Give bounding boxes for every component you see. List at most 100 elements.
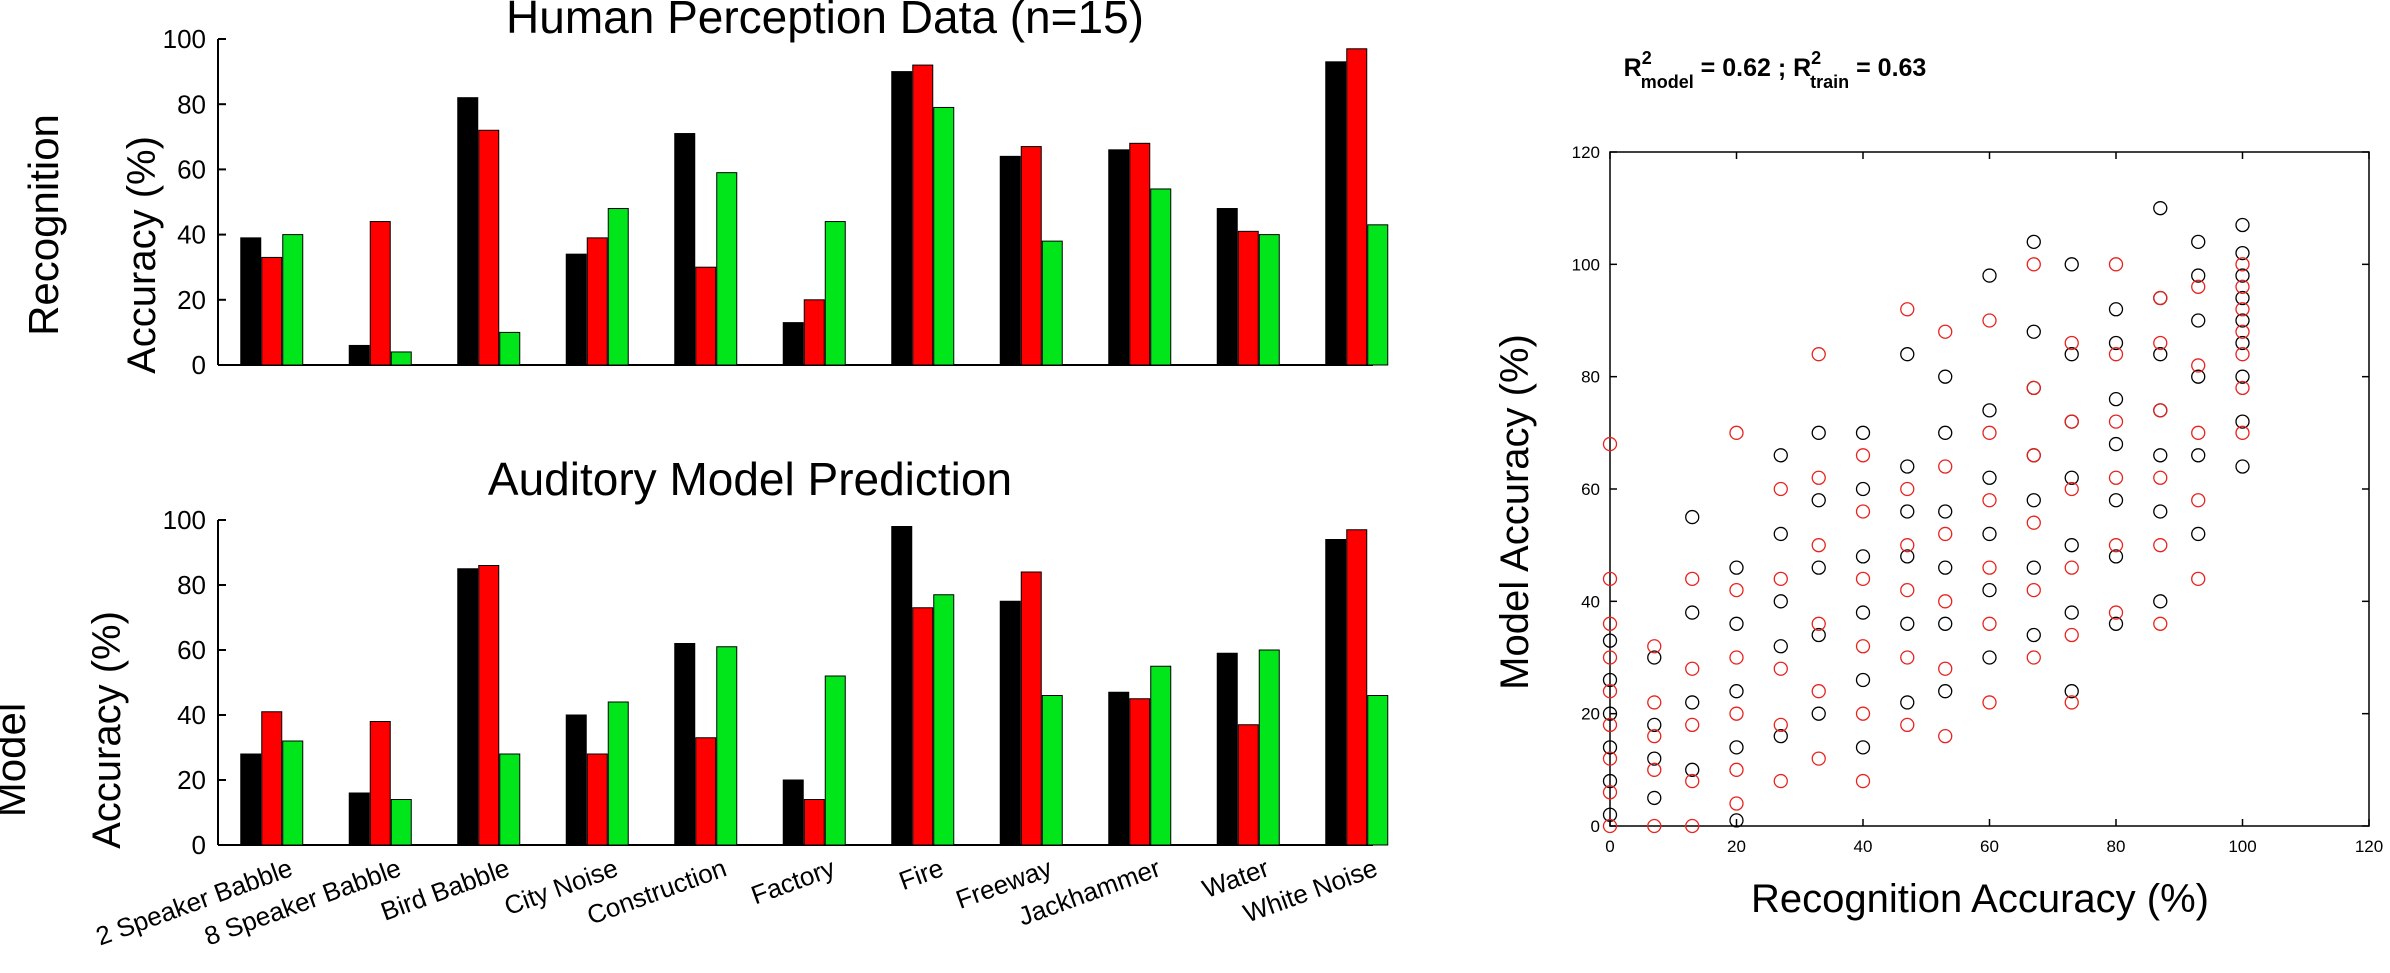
bar-1-freeway [999,155,1021,366]
y-tick-label: 120 [1572,143,1600,162]
scatter-point-1 [1938,684,1953,699]
scatter-point-2 [2235,324,2250,339]
scatter-point-2 [1982,493,1997,508]
category-label: Factory [747,852,839,910]
scatter-point-2 [2191,358,2206,373]
scatter-point-2 [1647,728,1662,744]
scatter-point-2 [2235,380,2250,396]
scatter-point-2 [1602,717,1618,733]
scatter-point-2 [1647,695,1662,710]
scatter-point-2 [1938,661,1953,676]
bar-1-8-speaker-babble [348,344,370,366]
scatter-point-1 [1900,347,1915,362]
bar-3-bird-babble [499,331,521,366]
bar-3-city-noise [607,701,629,846]
x-tick-label: 80 [2107,837,2126,856]
bar-3-jackhammer [1150,665,1172,846]
scatter-point-2 [1602,751,1618,766]
scatter-point-2 [1811,751,1826,766]
bar-2-jackhammer [1129,698,1151,846]
scatter-point-2 [2026,515,2041,530]
scatter-point-2 [2153,538,2168,553]
scatter-point-1 [1602,740,1618,755]
scatter-point-2 [2235,279,2250,294]
scatter-point-2 [1900,650,1915,665]
model-axes: 0 20 40 60 80 100 [163,505,1373,860]
bar-3-factory [824,221,846,366]
scatter-point-1 [1602,672,1618,688]
scatter-point-2 [1938,459,1953,474]
scatter-point-1 [1773,448,1788,463]
bar-3-construction [716,172,738,366]
scatter-point-2 [1602,684,1618,699]
scatter-point-1 [2064,538,2079,553]
bar-1-construction [674,643,696,846]
bar-1-city-noise [565,714,587,846]
scatter-point-2 [2108,257,2124,272]
model-bars [240,526,1389,846]
bar-3-2-speaker-babble [282,740,304,846]
bar-1-freeway [999,600,1021,846]
scatter-point-1 [2108,335,2124,351]
scatter-point-1 [1647,751,1662,766]
scatter-point-2 [1982,695,1997,710]
scatter-point-1 [1900,549,1915,564]
scatter-x-axis-label: Recognition Accuracy (%) [1751,877,2209,921]
scatter-point-1 [1729,616,1744,631]
y-tick-label: 40 [177,220,206,250]
scatter-point-1 [1938,425,1953,440]
scatter-point-1 [2235,217,2250,233]
scatter-point-1 [1602,706,1618,721]
scatter-point-1 [2235,369,2250,384]
scatter-point-1 [2064,257,2079,272]
scatter-point-2 [1855,706,1871,721]
scatter-point-2 [2026,448,2041,463]
recognition-row-label: Recognition [20,114,67,336]
scatter-chart-title: R2 model = 0.62 ; R2 train = 0.63 [1624,48,1927,92]
scatter-point-2 [2153,335,2168,351]
scatter-point-1 [2026,234,2041,250]
bar-3-8-speaker-babble [390,351,412,366]
bar-1-2-speaker-babble [240,237,262,366]
scatter-point-1 [1602,773,1618,789]
y-tick-label: 80 [177,89,206,119]
scatter-point-1 [1855,549,1871,564]
scatter-point-1 [1811,627,1826,643]
scatter-point-2 [1647,639,1662,654]
scatter-point-2 [1900,582,1915,598]
y-tick-label: 20 [177,285,206,315]
scatter-point-1 [1855,740,1871,755]
scatter-point-2 [1729,582,1744,598]
bar-3-freeway [1041,240,1063,366]
scatter-point-2 [1602,616,1618,631]
scatter-point-1 [2026,627,2041,643]
scatter-point-1 [1685,509,1700,525]
scatter-point-1 [1855,425,1871,440]
scatter-point-2 [1602,818,1618,834]
scatter-point-1 [1647,790,1662,806]
scatter-point-2 [1773,571,1788,587]
scatter-point-2 [2191,571,2206,587]
scatter-point-1 [1982,650,1997,665]
scatter-point-1 [1685,762,1700,777]
scatter-point-1 [2235,268,2250,283]
bar-1-construction [674,133,696,366]
y-tick-label: 0 [192,830,206,860]
bar-2-construction [695,266,717,366]
scatter-point-2 [1938,728,1953,744]
scatter-point-1 [2191,234,2206,250]
bar-2-factory [803,299,825,366]
bar-2-bird-babble [478,129,500,366]
scatter-point-2 [1811,470,1826,485]
bar-2-8-speaker-babble [369,721,391,846]
scatter-point-2 [1855,773,1871,789]
y-tick-label: 60 [177,635,206,665]
bar-1-2-speaker-babble [240,753,262,846]
scatter-point-2 [2064,560,2079,575]
x-tick-label: 100 [2228,837,2256,856]
scatter-point-2 [2235,347,2250,362]
scatter-point-1 [2191,369,2206,384]
bar-1-city-noise [565,253,587,366]
scatter-point-1 [1982,526,1997,542]
